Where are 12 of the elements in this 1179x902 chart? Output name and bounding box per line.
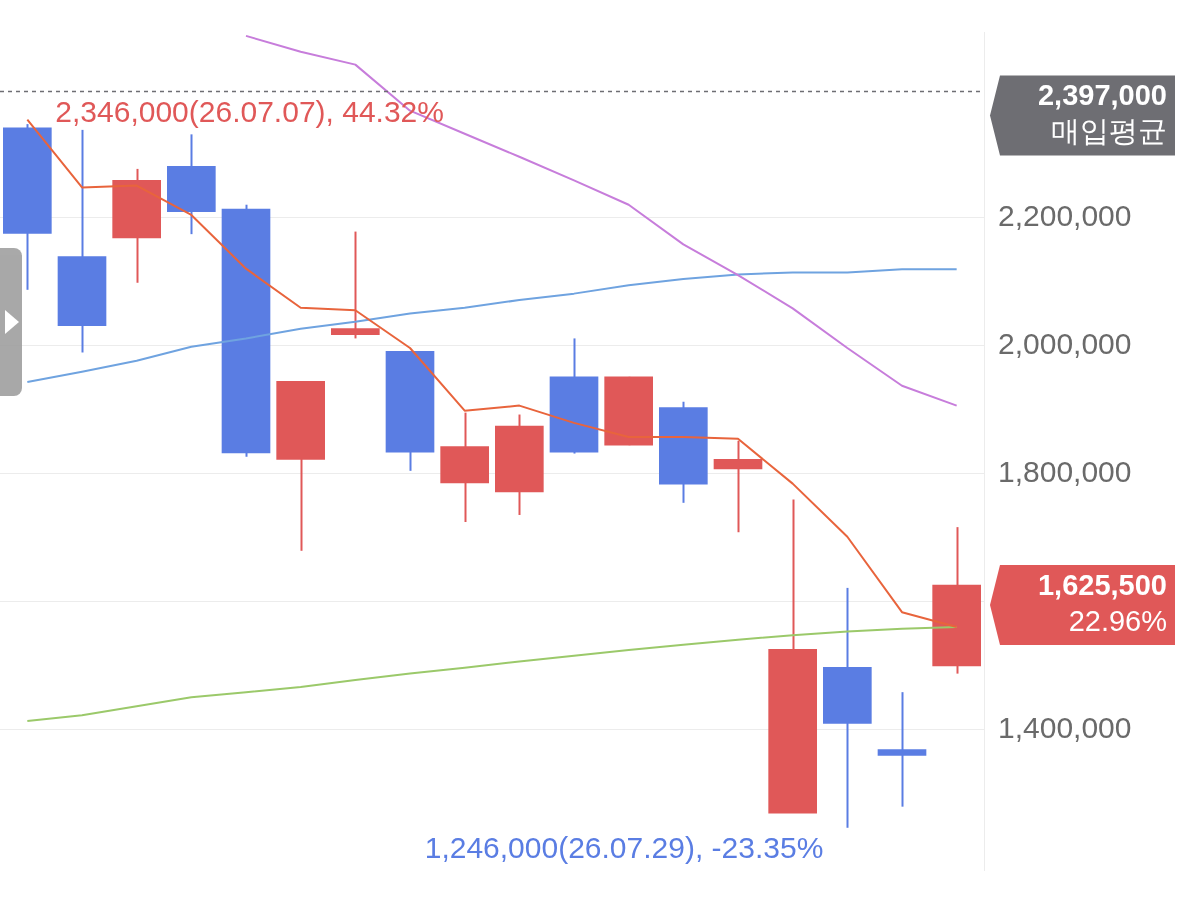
y-tick-label: 2,000,000: [998, 326, 1132, 360]
y-tick-label: 2,200,000: [998, 198, 1132, 232]
text: 2,397,000: [1037, 79, 1167, 112]
y-tick-label: 1,400,000: [998, 710, 1132, 744]
text: 22.96%: [1068, 605, 1167, 638]
candlestick: [331, 230, 380, 340]
ref-line-label: 매입평균: [1051, 115, 1167, 148]
annotation: 1,246,000(26.07.29), -23.35%: [424, 831, 824, 865]
y-tick-label: 1,800,000: [998, 454, 1132, 488]
candlestick: [713, 439, 763, 534]
candlestick: [877, 691, 927, 808]
text: 1,625,500: [1037, 569, 1167, 602]
